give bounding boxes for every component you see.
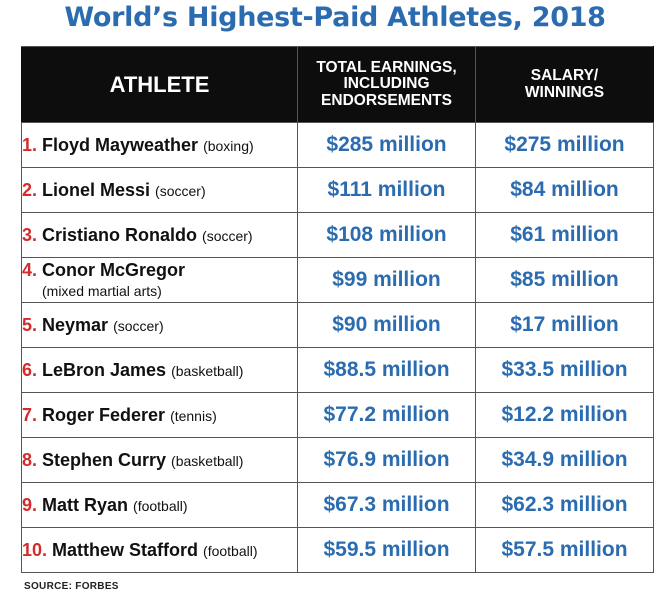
salary-winnings-cell: $62.3 million	[475, 482, 654, 528]
athlete-name: Matthew Stafford	[52, 539, 199, 560]
athlete-name: LeBron James	[42, 359, 167, 380]
column-header-salary-winnings: SALARY/ WINNINGS	[475, 46, 654, 123]
athlete-name: Neymar	[42, 314, 109, 335]
athlete-sport: (football)	[203, 542, 258, 559]
athlete-name: Conor McGregor	[42, 259, 186, 280]
athlete-sport: (soccer)	[155, 182, 206, 199]
table-row: 8. Stephen Curry (basketball) $76.9 million…	[21, 437, 654, 483]
salary-winnings-cell: $84 million	[475, 167, 654, 213]
athlete-second-line: (mixed martial arts)	[42, 283, 297, 301]
salary-winnings-cell: $85 million	[475, 257, 654, 303]
athlete-cell: 10. Matthew Stafford (football)	[21, 527, 298, 573]
rank-number: 2.	[22, 179, 38, 200]
athlete-name: Roger Federer	[42, 404, 166, 425]
athlete-cell: 5. Neymar (soccer)	[21, 302, 298, 348]
total-earnings-cell: $76.9 million	[297, 437, 476, 483]
athlete-cell: 7. Roger Federer (tennis)	[21, 392, 298, 438]
athlete-name: Floyd Mayweather	[42, 134, 199, 155]
rank-number: 8.	[22, 449, 38, 470]
rank-number: 10.	[22, 539, 48, 560]
table-row: 6. LeBron James (basketball) $88.5 million $…	[21, 347, 654, 393]
table-row: 4. Conor McGregor (mixed martial arts) $99 …	[21, 257, 654, 303]
table-row: 3. Cristiano Ronaldo (soccer) $108 million $…	[21, 212, 654, 258]
table-row: 9. Matt Ryan (football) $67.3 million $62.3 …	[21, 482, 654, 528]
salary-winnings-cell: $12.2 million	[475, 392, 654, 438]
rank-number: 6.	[22, 359, 38, 380]
salary-winnings-cell: $275 million	[475, 122, 654, 168]
table-row: 2. Lionel Messi (soccer) $111 million $84 mi…	[21, 167, 654, 213]
chart-title: World’s Highest-Paid Athletes, 2018	[64, 2, 606, 33]
table-header: ATHLETE TOTAL EARNINGS, INCLUDING ENDORS…	[21, 46, 654, 123]
total-earnings-cell: $111 million	[297, 167, 476, 213]
total-earnings-cell: $90 million	[297, 302, 476, 348]
salary-winnings-cell: $61 million	[475, 212, 654, 258]
table-row: 10. Matthew Stafford (football) $59.5 milli…	[21, 527, 654, 573]
earnings-header-line: ENDORSEMENTS	[321, 91, 452, 109]
source-note: SOURCE: FORBES	[24, 581, 119, 592]
athlete-name: Matt Ryan	[42, 494, 129, 515]
column-header-total-earnings: TOTAL EARNINGS, INCLUDING ENDORSEMENTS	[297, 46, 476, 123]
table-row: 7. Roger Federer (tennis) $77.2 million $12.…	[21, 392, 654, 438]
athlete-sport: (basketball)	[171, 452, 244, 469]
earnings-header-line: TOTAL EARNINGS,	[316, 59, 457, 77]
athletes-table: ATHLETE TOTAL EARNINGS, INCLUDING ENDORS…	[21, 46, 654, 573]
athlete-name: Cristiano Ronaldo	[42, 224, 198, 245]
earnings-header-line: INCLUDING	[343, 75, 430, 93]
athlete-sport: (soccer)	[113, 317, 164, 334]
total-earnings-cell: $88.5 million	[297, 347, 476, 393]
total-earnings-cell: $108 million	[297, 212, 476, 258]
salary-winnings-cell: $34.9 million	[475, 437, 654, 483]
rank-number: 3.	[22, 224, 38, 245]
total-earnings-cell: $77.2 million	[297, 392, 476, 438]
header-row: ATHLETE TOTAL EARNINGS, INCLUDING ENDORS…	[21, 46, 654, 123]
salary-header-line: SALARY/	[530, 67, 599, 85]
athlete-cell: 8. Stephen Curry (basketball)	[21, 437, 298, 483]
column-header-athlete: ATHLETE	[21, 46, 298, 123]
rank-number: 9.	[22, 494, 38, 515]
athlete-name: Stephen Curry	[42, 449, 167, 470]
rank-number: 1.	[22, 134, 38, 155]
athlete-cell: 4. Conor McGregor (mixed martial arts)	[21, 257, 298, 303]
table-body: 1. Floyd Mayweather (boxing) $285 million $2…	[21, 122, 654, 573]
athlete-sport: (basketball)	[171, 362, 244, 379]
total-earnings-cell: $99 million	[297, 257, 476, 303]
total-earnings-cell: $59.5 million	[297, 527, 476, 573]
salary-header-line: WINNINGS	[524, 83, 605, 101]
rank-number: 7.	[22, 404, 38, 425]
athlete-sport: (boxing)	[203, 137, 254, 154]
athlete-cell: 2. Lionel Messi (soccer)	[21, 167, 298, 213]
athlete-sport: (mixed martial arts)	[42, 282, 162, 299]
total-earnings-cell: $285 million	[297, 122, 476, 168]
athlete-sport: (tennis)	[170, 407, 217, 424]
rank-number: 4.	[22, 259, 38, 280]
athlete-cell: 1. Floyd Mayweather (boxing)	[21, 122, 298, 168]
salary-winnings-cell: $17 million	[475, 302, 654, 348]
athlete-cell: 6. LeBron James (basketball)	[21, 347, 298, 393]
athlete-cell: 3. Cristiano Ronaldo (soccer)	[21, 212, 298, 258]
athlete-sport: (soccer)	[202, 227, 253, 244]
athlete-sport: (football)	[133, 497, 188, 514]
athlete-cell: 9. Matt Ryan (football)	[21, 482, 298, 528]
athlete-name: Lionel Messi	[42, 179, 151, 200]
rank-number: 5.	[22, 314, 38, 335]
table-row: 5. Neymar (soccer) $90 million $17 million	[21, 302, 654, 348]
salary-winnings-cell: $57.5 million	[475, 527, 654, 573]
salary-winnings-cell: $33.5 million	[475, 347, 654, 393]
total-earnings-cell: $67.3 million	[297, 482, 476, 528]
table-row: 1. Floyd Mayweather (boxing) $285 million $2…	[21, 122, 654, 168]
